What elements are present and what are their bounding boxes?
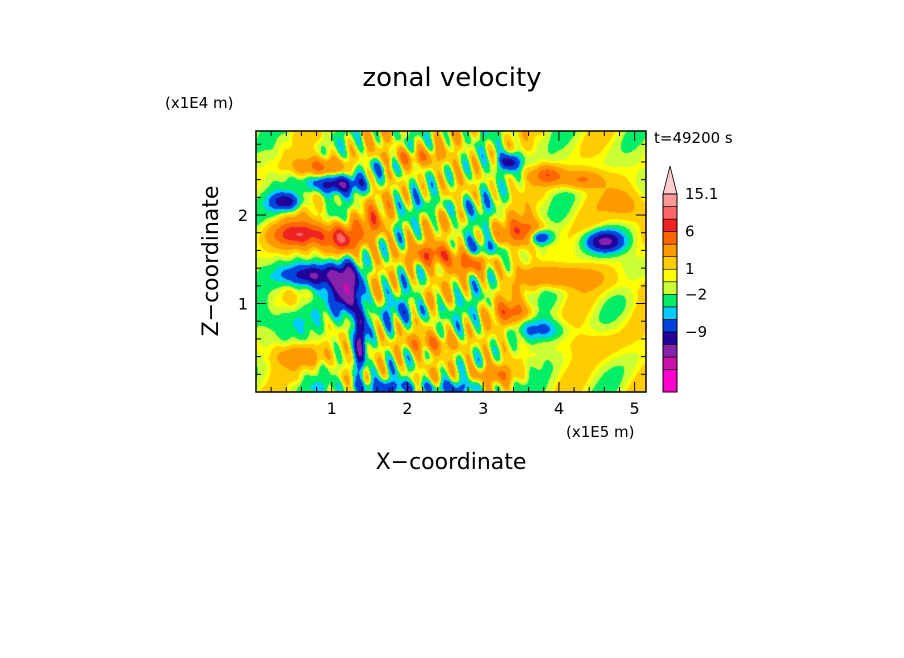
colorbar-label: −2: [685, 285, 707, 303]
colorbar-label: 15.1: [685, 185, 718, 203]
x-tick-label: 4: [554, 399, 564, 418]
colorbar-segment: [662, 256, 678, 270]
colorbar-segment: [662, 218, 678, 232]
x-tick-label: 2: [402, 399, 412, 418]
colorbar-segment: [662, 268, 678, 283]
colorbar-segment: [662, 193, 678, 207]
colorbar-label: 1: [685, 260, 695, 278]
axis-ticks: 1 2 3 4 5 1 2: [238, 131, 646, 418]
x-scale-label: (x1E5 m): [566, 423, 635, 441]
colorbar: −9 −2 1 6 15.1: [662, 165, 718, 393]
y-tick-label: 1: [238, 295, 248, 314]
time-label: t=49200 s: [654, 129, 733, 147]
colorbar-segment: [662, 356, 678, 370]
x-tick-label: 5: [630, 399, 640, 418]
colorbar-segment: [662, 206, 678, 220]
colorbar-segment: [662, 319, 678, 333]
colorbar-extension: [662, 165, 678, 195]
x-tick-label: 1: [327, 399, 337, 418]
colorbar-segment: [662, 281, 678, 295]
contour-field-image: [256, 131, 646, 392]
x-axis-label: X−coordinate: [376, 450, 527, 475]
colorbar-frame: [662, 193, 678, 393]
colorbar-segment: [662, 243, 678, 258]
y-tick-label: 2: [238, 206, 248, 225]
colorbar-segment: [662, 344, 678, 358]
y-axis-label: Z−coordinate: [199, 186, 224, 337]
colorbar-segment: [662, 306, 678, 320]
x-tick-label: 3: [478, 399, 488, 418]
chart-title: zonal velocity: [362, 63, 541, 93]
colorbar-label: −9: [685, 323, 707, 341]
colorbar-label: 6: [685, 223, 695, 241]
y-scale-label: (x1E4 m): [165, 94, 234, 112]
colorbar-segment: [662, 331, 678, 345]
colorbar-segment: [662, 231, 678, 245]
colorbar-segment: [662, 294, 678, 308]
plot-frame: [255, 130, 647, 393]
colorbar-segment: [662, 369, 678, 393]
contour-field: [256, 131, 646, 392]
